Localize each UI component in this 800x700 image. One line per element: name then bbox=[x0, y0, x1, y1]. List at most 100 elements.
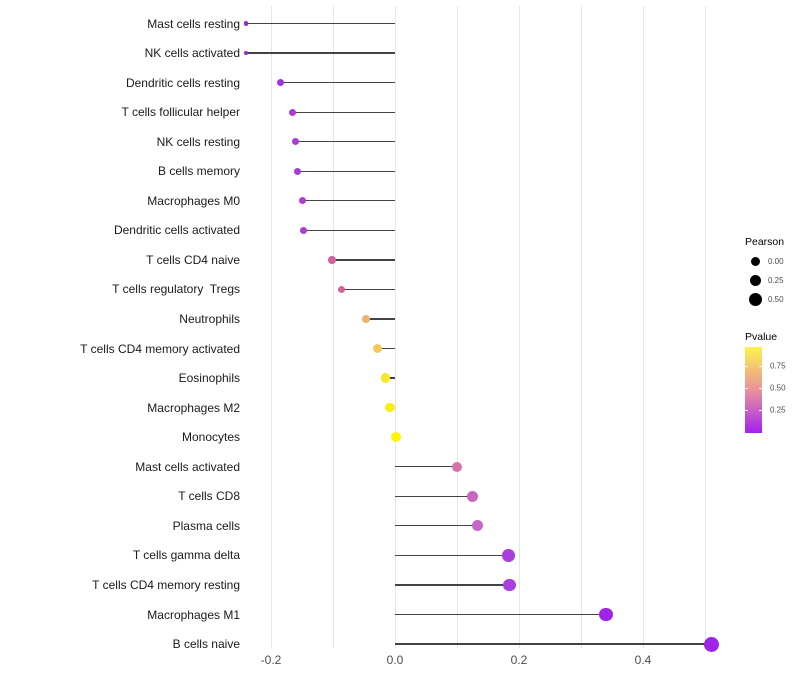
y-axis-label: Eosinophils bbox=[178, 371, 240, 386]
pearson-legend-title: Pearson bbox=[745, 236, 785, 248]
data-point bbox=[243, 50, 249, 56]
y-axis-label: T cells regulatory Tregs bbox=[112, 282, 240, 297]
y-axis-label: B cells naive bbox=[172, 637, 240, 652]
data-point bbox=[471, 520, 483, 532]
colorbar-tick bbox=[759, 387, 762, 389]
y-axis-label: Dendritic cells activated bbox=[113, 223, 240, 238]
gridline bbox=[705, 6, 706, 648]
x-axis-tick-label: 0.4 bbox=[634, 653, 652, 667]
y-axis-label: Mast cells activated bbox=[135, 459, 240, 474]
pearson-legend-dot-cell bbox=[742, 275, 768, 286]
x-axis-tick-label: 0.2 bbox=[510, 653, 528, 667]
y-axis-label: T cells follicular helper bbox=[121, 105, 241, 120]
y-axis-label: Dendritic cells resting bbox=[125, 75, 240, 90]
lollipop-stem bbox=[292, 111, 395, 113]
lollipop-stem bbox=[395, 466, 457, 468]
data-point bbox=[361, 314, 371, 324]
x-axis-tick-label: -0.2 bbox=[260, 653, 282, 667]
colorbar-label: 0.50 bbox=[770, 383, 786, 393]
y-axis-label: Macrophages M1 bbox=[147, 607, 240, 622]
data-point bbox=[289, 108, 297, 116]
gridline bbox=[457, 6, 458, 648]
data-point bbox=[502, 549, 515, 562]
y-axis-label: Neutrophils bbox=[179, 312, 240, 326]
pearson-legend-dot bbox=[748, 293, 762, 306]
y-axis-label: T cells gamma delta bbox=[132, 548, 240, 563]
colorbar-tick bbox=[745, 387, 748, 389]
y-axis-label: T cells CD4 memory activated bbox=[80, 341, 240, 356]
y-axis-label: Monocytes bbox=[181, 430, 240, 445]
lollipop-stem bbox=[395, 525, 478, 527]
data-point bbox=[467, 490, 478, 502]
pearson-size-legend: Pearson 0.00 0.25 0.50 bbox=[742, 236, 800, 309]
data-point bbox=[380, 373, 391, 383]
data-point bbox=[385, 402, 395, 413]
colorbar-tick bbox=[745, 409, 748, 411]
lollipop-stem bbox=[303, 229, 395, 231]
data-point bbox=[243, 21, 249, 26]
lollipop-stem bbox=[295, 141, 395, 143]
y-axis-label: Plasma cells bbox=[172, 518, 240, 533]
pearson-legend-dot-cell bbox=[742, 293, 768, 306]
lollipop-stem bbox=[331, 259, 395, 261]
data-point bbox=[451, 461, 463, 472]
pvalue-colorbar-labels: 0.75 0.50 0.25 bbox=[762, 347, 796, 433]
y-axis-label: NK cells activated bbox=[144, 46, 240, 61]
data-point bbox=[372, 344, 382, 354]
y-axis-label: B cells memory bbox=[157, 164, 240, 179]
y-axis-label: T cells CD4 memory resting bbox=[92, 577, 240, 592]
y-axis-label: Macrophages M2 bbox=[147, 400, 240, 415]
lollipop-stem bbox=[395, 495, 473, 497]
gridline bbox=[581, 6, 582, 648]
pvalue-color-legend: Pvalue 0.75 0.50 0.25 bbox=[742, 331, 800, 433]
lollipop-stem bbox=[395, 613, 606, 616]
pearson-legend-label: 0.25 bbox=[768, 276, 784, 285]
data-point bbox=[292, 138, 300, 146]
pearson-legend-label: 0.00 bbox=[768, 257, 784, 266]
lollipop-stem bbox=[395, 643, 712, 645]
pearson-legend-dot bbox=[750, 257, 760, 266]
colorbar-tick bbox=[759, 365, 762, 367]
pearson-legend-entries: 0.00 0.25 0.50 bbox=[742, 252, 800, 309]
lollipop-stem bbox=[395, 584, 510, 586]
y-axis-label: Mast cells resting bbox=[147, 16, 240, 31]
colorbar-label: 0.25 bbox=[770, 405, 786, 415]
lollipop-stem bbox=[395, 554, 509, 557]
x-axis-tick-label: 0.0 bbox=[386, 653, 404, 667]
lollipop-stem bbox=[385, 377, 395, 379]
data-point bbox=[503, 578, 516, 592]
data-point bbox=[328, 256, 336, 264]
colorbar-tick bbox=[759, 409, 762, 411]
pvalue-legend-title: Pvalue bbox=[745, 331, 778, 343]
data-point bbox=[703, 636, 719, 652]
data-point bbox=[599, 607, 613, 622]
legend: Pearson 0.00 0.25 0.50 Pvalue 0.75 0.50 0.25 bbox=[742, 236, 800, 433]
pearson-legend-entry: 0.00 bbox=[742, 252, 800, 271]
data-point bbox=[391, 432, 402, 443]
lollipop-stem bbox=[297, 170, 395, 172]
colorbar-tick bbox=[745, 365, 748, 367]
data-point bbox=[276, 79, 284, 87]
lollipop-stem bbox=[246, 22, 395, 25]
gridline bbox=[333, 6, 334, 648]
pearson-legend-dot bbox=[749, 275, 761, 286]
data-point bbox=[293, 167, 301, 175]
pearson-legend-label: 0.50 bbox=[768, 295, 784, 304]
pearson-legend-dot-cell bbox=[742, 257, 768, 266]
colorbar-label: 0.75 bbox=[770, 361, 786, 371]
y-axis-label: NK cells resting bbox=[156, 134, 240, 149]
pvalue-colorbar bbox=[745, 347, 762, 433]
lollipop-stem bbox=[280, 81, 395, 84]
pearson-legend-entry: 0.50 bbox=[742, 290, 800, 309]
gridline bbox=[395, 6, 396, 648]
y-axis-label: T cells CD4 naive bbox=[146, 252, 240, 267]
gridline bbox=[519, 6, 520, 648]
pearson-legend-entry: 0.25 bbox=[742, 271, 800, 290]
lollipop-stem bbox=[365, 318, 395, 320]
gridline bbox=[643, 6, 644, 648]
lollipop-stem bbox=[302, 200, 395, 202]
lollipop-stem bbox=[377, 347, 395, 350]
data-point bbox=[298, 197, 306, 205]
y-axis-label: T cells CD8 bbox=[178, 489, 240, 504]
